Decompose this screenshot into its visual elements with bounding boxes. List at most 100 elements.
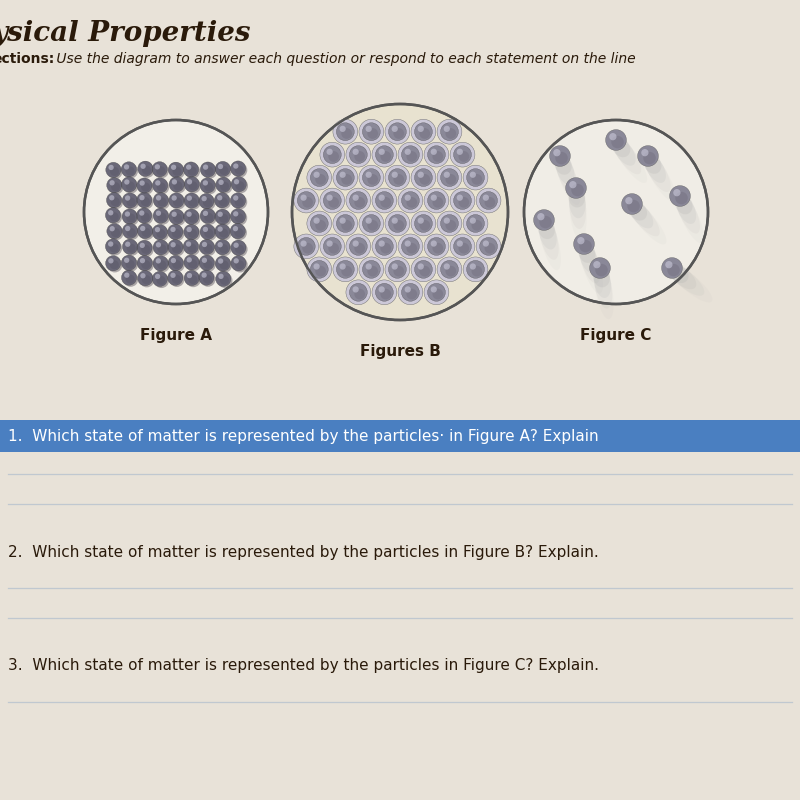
Circle shape [188, 198, 198, 206]
Circle shape [294, 234, 318, 259]
Circle shape [141, 213, 150, 222]
Circle shape [367, 128, 378, 139]
Circle shape [333, 165, 358, 190]
Circle shape [234, 214, 244, 222]
Circle shape [137, 178, 152, 193]
Circle shape [378, 241, 385, 246]
Ellipse shape [670, 265, 689, 283]
Circle shape [339, 218, 346, 224]
Circle shape [124, 210, 139, 226]
Circle shape [153, 256, 168, 271]
Circle shape [154, 226, 169, 242]
Circle shape [201, 241, 216, 256]
Circle shape [126, 182, 135, 190]
Circle shape [362, 214, 380, 232]
Circle shape [152, 162, 167, 177]
Circle shape [186, 211, 192, 217]
Circle shape [157, 182, 166, 191]
Circle shape [201, 195, 216, 210]
Circle shape [578, 237, 585, 244]
Circle shape [230, 223, 246, 238]
Circle shape [200, 224, 215, 239]
Circle shape [137, 208, 152, 223]
Circle shape [108, 179, 123, 194]
Circle shape [359, 211, 384, 236]
Circle shape [418, 126, 424, 132]
Circle shape [168, 162, 183, 178]
Circle shape [323, 238, 342, 255]
Circle shape [595, 264, 608, 276]
Circle shape [446, 128, 456, 139]
Circle shape [107, 241, 122, 256]
Circle shape [137, 193, 152, 208]
Circle shape [230, 240, 246, 255]
Ellipse shape [675, 191, 700, 234]
Circle shape [217, 241, 232, 256]
Circle shape [203, 198, 212, 207]
Circle shape [152, 271, 167, 286]
Circle shape [139, 225, 154, 240]
Circle shape [380, 197, 391, 208]
Circle shape [342, 220, 352, 230]
Circle shape [485, 197, 495, 208]
Circle shape [336, 214, 354, 232]
Circle shape [200, 208, 215, 223]
Circle shape [124, 273, 130, 278]
Circle shape [172, 179, 177, 185]
Circle shape [122, 193, 138, 208]
Text: Figure A: Figure A [140, 328, 212, 343]
Circle shape [108, 194, 123, 210]
Circle shape [326, 149, 333, 155]
Circle shape [107, 210, 122, 225]
Ellipse shape [579, 239, 600, 283]
Circle shape [122, 162, 137, 177]
Circle shape [140, 226, 146, 231]
Circle shape [446, 220, 456, 230]
Ellipse shape [675, 194, 693, 214]
Ellipse shape [555, 151, 578, 195]
Circle shape [391, 172, 398, 178]
Circle shape [643, 152, 656, 164]
Circle shape [627, 200, 640, 212]
Circle shape [454, 146, 471, 163]
Ellipse shape [578, 241, 598, 273]
Circle shape [611, 136, 624, 148]
Circle shape [315, 174, 326, 185]
Ellipse shape [612, 136, 642, 174]
Circle shape [124, 179, 130, 185]
Circle shape [137, 240, 152, 255]
Ellipse shape [569, 183, 586, 229]
Circle shape [307, 211, 332, 236]
Circle shape [362, 169, 380, 186]
Circle shape [126, 274, 134, 284]
Circle shape [485, 243, 495, 254]
Circle shape [173, 166, 182, 176]
Circle shape [123, 257, 138, 272]
Circle shape [454, 192, 471, 210]
Ellipse shape [555, 153, 574, 185]
Circle shape [524, 120, 708, 304]
Circle shape [124, 258, 130, 263]
Ellipse shape [539, 214, 561, 270]
Circle shape [480, 192, 498, 210]
Circle shape [199, 194, 214, 209]
Circle shape [218, 226, 222, 232]
Circle shape [231, 177, 246, 192]
Circle shape [454, 238, 471, 255]
Circle shape [411, 119, 436, 144]
Circle shape [153, 178, 168, 193]
Circle shape [170, 226, 185, 241]
Circle shape [201, 257, 216, 272]
Circle shape [458, 151, 469, 162]
Circle shape [233, 226, 238, 231]
Circle shape [154, 273, 169, 288]
Circle shape [427, 192, 446, 210]
Circle shape [315, 220, 326, 230]
Circle shape [220, 182, 229, 191]
Circle shape [398, 142, 423, 167]
Ellipse shape [669, 264, 696, 290]
Circle shape [666, 261, 673, 268]
Circle shape [389, 169, 406, 186]
Circle shape [424, 280, 449, 305]
Circle shape [140, 273, 146, 278]
